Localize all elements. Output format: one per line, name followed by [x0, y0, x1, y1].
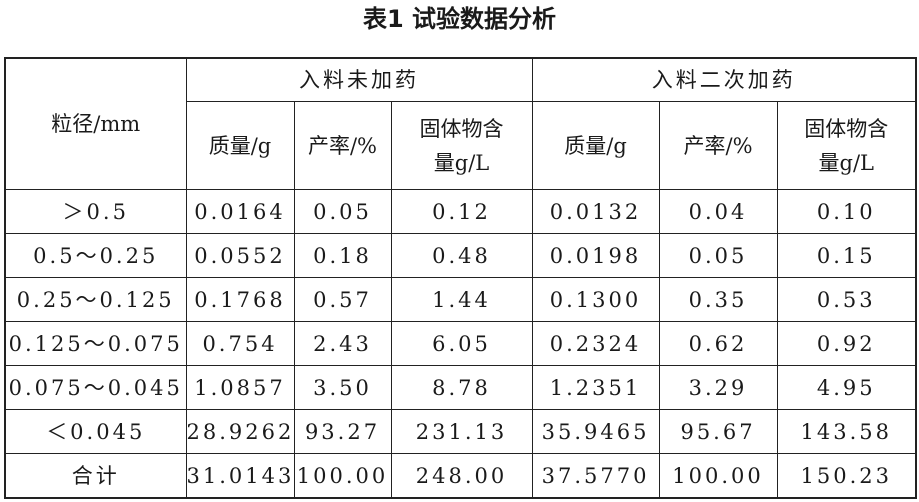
data-cell: 0.0552: [185, 233, 295, 278]
data-row: 合计 31.0143 100.00 248.00 37.5770 100.00 150.23: [4, 453, 917, 499]
data-cell: 0.57: [293, 277, 392, 322]
data-cell: 0.05: [658, 233, 778, 278]
data-row: 0.075～0.045 1.0857 3.50 8.78 1.2351 3.29 4.95: [4, 365, 917, 410]
header-row: 粒径/mm 入料未加药 入料二次加药: [4, 57, 917, 190]
data-cell: 143.58: [776, 409, 917, 454]
data-row: ＞0.5 0.0164 0.05 0.12 0.0132 0.04 0.10: [4, 189, 917, 234]
data-cell: 6.05: [390, 321, 533, 366]
data-cell: 28.9262: [185, 409, 295, 454]
row-label: 0.075～0.045: [4, 365, 187, 410]
data-cell: 0.53: [776, 277, 917, 322]
data-cell: 4.95: [776, 365, 917, 410]
data-cell: 248.00: [390, 453, 533, 499]
data-row: ＜0.045 28.9262 93.27 231.13 35.9465 95.67 143.…: [4, 409, 917, 454]
header-cell: 质量/g: [531, 101, 660, 190]
header-cell: 固体物含量g/L: [390, 101, 533, 190]
data-cell: 0.62: [658, 321, 778, 366]
data-cell: 8.78: [390, 365, 533, 410]
data-row: 0.25～0.125 0.1768 0.57 1.44 0.1300 0.35 0.53: [4, 277, 917, 322]
group-header: 入料二次加药: [531, 57, 917, 102]
row-label: ＜0.045: [4, 409, 187, 454]
data-cell: 0.0198: [531, 233, 660, 278]
data-cell: 0.18: [293, 233, 392, 278]
data-cell: 0.15: [776, 233, 917, 278]
data-cell: 93.27: [293, 409, 392, 454]
data-cell: 3.50: [293, 365, 392, 410]
data-row: 0.5～0.25 0.0552 0.18 0.48 0.0198 0.05 0.15: [4, 233, 917, 278]
data-table: 粒径/mm 入料未加药 入料二次加药 质量/g 产率/% 固体物含量g/L 质量…: [4, 57, 918, 499]
header-cell: 产率/%: [658, 101, 778, 190]
row-label: 0.125～0.075: [4, 321, 187, 366]
data-cell: 100.00: [658, 453, 778, 499]
data-cell: 231.13: [390, 409, 533, 454]
table-body: 粒径/mm 入料未加药 入料二次加药 质量/g 产率/% 固体物含量g/L 质量…: [4, 57, 917, 499]
header-cell: 质量/g: [185, 101, 295, 190]
data-cell: 0.10: [776, 189, 917, 234]
data-cell: 1.2351: [531, 365, 660, 410]
table-title: 表1 试验数据分析: [362, 5, 557, 33]
header-cell: 粒径/mm: [4, 57, 187, 190]
data-cell: 1.0857: [185, 365, 295, 410]
data-cell: 35.9465: [531, 409, 660, 454]
header-cell: 固体物含量g/L: [776, 101, 917, 190]
data-cell: 0.04: [658, 189, 778, 234]
data-cell: 100.00: [293, 453, 392, 499]
data-cell: 37.5770: [531, 453, 660, 499]
data-row: 0.125～0.075 0.754 2.43 6.05 0.2324 0.62 0.92: [4, 321, 917, 366]
row-label: 0.25～0.125: [4, 277, 187, 322]
data-cell: 1.44: [390, 277, 533, 322]
data-cell: 0.2324: [531, 321, 660, 366]
data-cell: 0.35: [658, 277, 778, 322]
data-cell: 3.29: [658, 365, 778, 410]
data-cell: 0.92: [776, 321, 917, 366]
data-cell: 0.1768: [185, 277, 295, 322]
header-row: 质量/g 产率/% 固体物含量g/L 质量/g 产率/% 固体物含量g/L: [5, 101, 917, 190]
data-cell: 95.67: [658, 409, 778, 454]
data-cell: 0.05: [293, 189, 392, 234]
data-cell: 0.12: [390, 189, 533, 234]
row-label: 0.5～0.25: [4, 233, 187, 278]
data-cell: 0.0132: [531, 189, 660, 234]
row-label: 合计: [4, 453, 187, 499]
data-cell: 0.1300: [531, 277, 660, 322]
header-cell: 产率/%: [293, 101, 392, 190]
group-header: 入料未加药: [185, 57, 533, 102]
data-cell: 150.23: [776, 453, 917, 499]
data-cell: 0.0164: [185, 189, 295, 234]
data-cell: 31.0143: [185, 453, 295, 499]
data-cell: 2.43: [293, 321, 392, 366]
data-cell: 0.754: [185, 321, 295, 366]
data-cell: 0.48: [390, 233, 533, 278]
row-label: ＞0.5: [4, 189, 187, 234]
